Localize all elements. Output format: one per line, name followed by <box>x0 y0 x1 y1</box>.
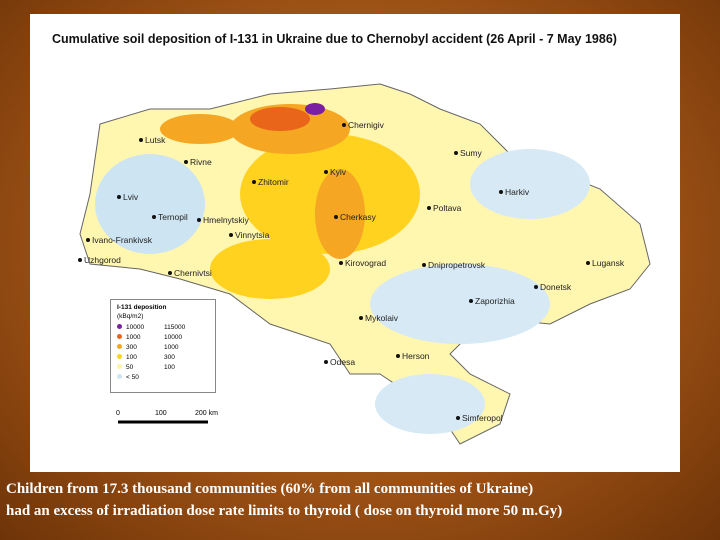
city-label: Rivne <box>190 157 212 167</box>
city-marker <box>152 215 156 219</box>
low-zone <box>95 154 205 254</box>
city-label: Cherkasy <box>340 212 376 222</box>
city-marker <box>197 218 201 222</box>
low-zone <box>375 374 485 434</box>
legend-swatch <box>117 374 122 379</box>
caption: had an excess of irradiation dose rate l… <box>6 503 563 519</box>
city-label: Sumy <box>460 148 482 158</box>
city-label: Vinnytsia <box>235 230 270 240</box>
high-zone <box>160 114 240 144</box>
city-label: Herson <box>402 351 430 361</box>
mid-zone <box>210 239 330 299</box>
legend-to: 1000 <box>164 344 179 351</box>
city-label: Chernivtsi <box>174 268 212 278</box>
city-marker <box>422 263 426 267</box>
city-label: Lugansk <box>592 258 625 268</box>
city-marker <box>339 261 343 265</box>
low-zone <box>370 264 550 344</box>
very-high-zone <box>250 107 310 131</box>
city-label: Lutsk <box>145 135 166 145</box>
city-label: Hmelnytskiy <box>203 215 249 225</box>
city-label: Dnipropetrovsk <box>428 260 486 270</box>
legend-from: 50 <box>126 364 134 371</box>
extreme-zone <box>305 103 325 115</box>
city-label: Ivano-Frankivsk <box>92 235 152 245</box>
city-marker <box>78 258 82 262</box>
city-marker <box>86 238 90 242</box>
city-label: Lviv <box>123 192 139 202</box>
city-label: Mykolaiv <box>365 313 399 323</box>
legend-swatch <box>117 354 122 359</box>
city-marker <box>324 170 328 174</box>
legend-row: 50 100 <box>117 364 175 371</box>
legend-from: 1000 <box>126 334 141 341</box>
city-marker <box>469 299 473 303</box>
city-marker <box>168 271 172 275</box>
scale-label: 0 <box>116 410 120 417</box>
legend-row: 10000 115000 <box>117 324 185 331</box>
city-label: Donetsk <box>540 282 572 292</box>
legend-swatch <box>117 334 122 339</box>
city-label: Simferopol <box>462 413 503 423</box>
city-label: Ternopil <box>158 212 188 222</box>
scale-label: 100 <box>155 410 167 417</box>
city-label: Harkiv <box>505 187 530 197</box>
city-label: Uzhgorod <box>84 255 121 265</box>
legend-from: < 50 <box>126 374 139 381</box>
legend-swatch <box>117 364 122 369</box>
legend: I-131 deposition (kBq/m2) 10000 115000 100… <box>110 299 216 393</box>
city-label: Poltava <box>433 203 462 213</box>
legend-swatch <box>117 344 122 349</box>
legend-row: 300 1000 <box>117 344 178 351</box>
legend-to: 115000 <box>164 324 186 331</box>
legend-to: 10000 <box>164 334 183 341</box>
city-label: Chernigiv <box>348 120 384 130</box>
city-marker <box>229 233 233 237</box>
legend-from: 300 <box>126 344 137 351</box>
legend-unit: (kBq/m2) <box>117 313 144 320</box>
city-marker <box>252 180 256 184</box>
city-marker <box>342 123 346 127</box>
high-zone <box>315 169 365 259</box>
map <box>79 83 651 445</box>
city-marker <box>427 206 431 210</box>
city-marker <box>456 416 460 420</box>
city-marker <box>534 285 538 289</box>
city-marker <box>499 190 503 194</box>
city-marker <box>184 160 188 164</box>
city-label: Odesa <box>330 357 356 367</box>
legend-swatch <box>117 324 122 329</box>
legend-from: 10000 <box>126 324 145 331</box>
city-marker <box>396 354 400 358</box>
city-marker <box>139 138 143 142</box>
legend-title: I-131 deposition <box>117 304 167 311</box>
city-label: Kirovograd <box>345 258 387 268</box>
city-marker <box>454 151 458 155</box>
legend-row: < 50 <box>117 374 154 381</box>
city-label: Zhitomir <box>258 177 289 187</box>
scale-label: 200 km <box>195 410 218 417</box>
city-label: Zaporizhia <box>475 296 515 306</box>
legend-to: 100 <box>164 364 175 371</box>
legend-from: 100 <box>126 354 137 361</box>
city-marker <box>117 195 121 199</box>
city-marker <box>359 316 363 320</box>
legend-row: 1000 10000 <box>117 334 182 341</box>
city-marker <box>586 261 590 265</box>
low-zone <box>470 149 590 219</box>
legend-to: 300 <box>164 354 175 361</box>
city-marker <box>324 360 328 364</box>
legend-row: 100 300 <box>117 354 175 361</box>
caption: Children from 17.3 thousand communities … <box>6 481 534 497</box>
city-marker <box>334 215 338 219</box>
map-panel: Cumulative soil deposition of I-131 in U… <box>30 14 680 472</box>
map-title: Cumulative soil deposition of I-131 in U… <box>52 32 617 46</box>
city-label: Kyiv <box>330 167 347 177</box>
